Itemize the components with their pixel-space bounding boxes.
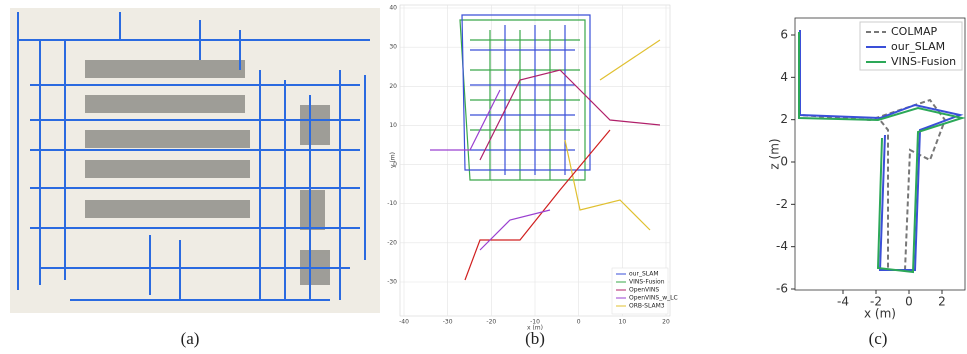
legend-label: VINS-Fusion [629,279,665,286]
y-tick-label: -6 [776,282,788,296]
y-tick-label: 2 [780,112,788,126]
legend-label: OpenVINS [629,287,659,294]
legend-label: VINS-Fusion [891,55,956,68]
x-tick-label: 0 [577,319,581,326]
legend-b: our_SLAMVINS-FusionOpenVINSOpenVINS_w_LC… [612,268,678,314]
legend-c: COLMAP our_SLAM VINS-Fusion [860,22,962,70]
y-tick-label: 30 [389,44,397,51]
y-tick-label: 40 [389,5,397,12]
x-axis-label: x (m) [864,307,896,321]
y-tick-label: 4 [780,70,788,84]
page: -40-30-20-1001020-30-20-10010203040 our_… [0,0,967,354]
y-tick-label: -20 [387,239,397,246]
legend-label: COLMAP [891,25,937,38]
y-tick-label: 0 [780,155,788,169]
legend-label: our_SLAM [629,271,659,278]
x-tick-label: -20 [486,319,496,326]
y-tick-label: -30 [387,279,397,286]
map-panel [10,8,380,313]
x-tick-label: 10 [619,319,627,326]
legend-label: ORB-SLAM3 [629,303,665,310]
y-axis-label: z (m) [768,138,782,169]
caption: (c) [869,329,888,348]
caption: (b) [525,329,545,348]
x-tick-label: 0 [905,295,913,309]
y-tick-label: -2 [776,197,788,211]
y-tick-label: 6 [780,28,788,42]
legend-label: OpenVINS_w_LC [629,295,678,302]
y-axis-label: y (m) [390,152,397,168]
x-tick-label: 20 [662,319,670,326]
x-tick-label: -4 [837,295,849,309]
legend-label: our_SLAM [891,40,945,53]
y-tick-label: -4 [776,239,788,253]
figure: -40-30-20-1001020-30-20-10010203040 our_… [0,0,967,354]
y-tick-label: -10 [387,200,397,207]
x-axis-label: x (m) [527,325,543,332]
y-tick-label: 10 [389,122,397,129]
x-tick-label: -30 [443,319,453,326]
caption: (a) [181,329,200,348]
x-tick-label: -40 [399,319,409,326]
y-tick-label: 20 [389,83,397,90]
x-tick-label: 2 [938,295,946,309]
